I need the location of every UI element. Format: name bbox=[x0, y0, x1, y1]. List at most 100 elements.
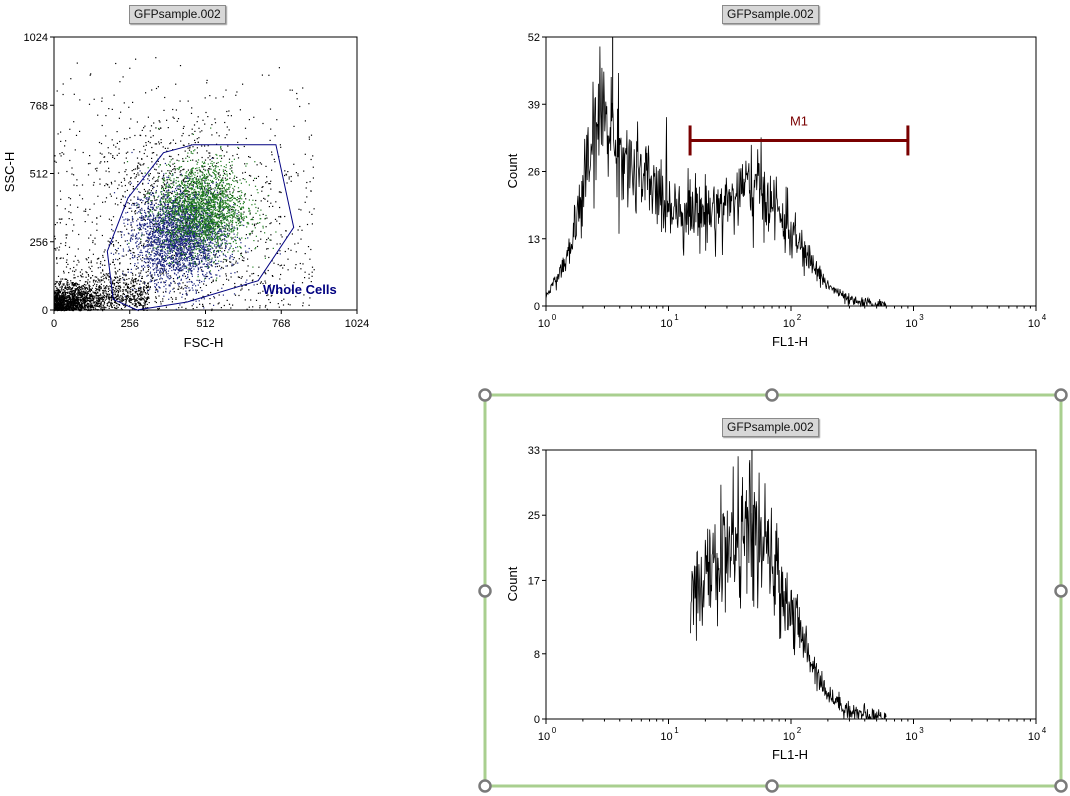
scatter-point bbox=[124, 299, 126, 301]
scatter-point bbox=[91, 308, 93, 311]
scatter-point bbox=[214, 165, 216, 167]
scatter-point bbox=[152, 206, 154, 208]
scatter-point bbox=[90, 299, 93, 301]
scatter-point bbox=[179, 186, 181, 188]
scatter-point bbox=[163, 202, 166, 204]
scatter-point bbox=[198, 235, 200, 237]
scatter-point bbox=[308, 292, 310, 294]
scatter-point bbox=[78, 306, 80, 308]
scatter-point bbox=[134, 298, 136, 301]
scatter-point bbox=[170, 202, 172, 204]
scatter-point bbox=[62, 93, 64, 96]
scatter-point bbox=[157, 262, 159, 264]
scatter-point bbox=[85, 276, 87, 278]
scatter-point bbox=[72, 296, 74, 298]
scatter-point bbox=[104, 299, 106, 301]
scatter-point bbox=[117, 279, 119, 282]
scatter-point bbox=[114, 249, 117, 251]
scatter-point bbox=[54, 301, 56, 303]
scatter-point bbox=[138, 162, 140, 164]
scatter-point bbox=[144, 283, 146, 285]
scatter-point bbox=[274, 218, 277, 220]
scatter-point bbox=[162, 255, 164, 257]
scatter-point bbox=[237, 157, 240, 159]
scatter-point bbox=[206, 195, 209, 197]
scatter-point bbox=[265, 226, 267, 228]
scatter-point bbox=[162, 261, 164, 264]
scatter-point bbox=[83, 287, 86, 289]
scatter-point bbox=[99, 305, 101, 308]
scatter-point bbox=[147, 203, 149, 205]
scatter-point bbox=[243, 260, 245, 262]
scatter-point bbox=[156, 279, 158, 281]
scatter-point bbox=[166, 150, 168, 152]
scatter-point bbox=[217, 251, 220, 253]
scatter-point bbox=[99, 303, 102, 305]
scatter-point bbox=[125, 305, 127, 307]
scatter-point bbox=[76, 179, 78, 181]
scatter-point bbox=[138, 272, 140, 274]
scatter-point bbox=[139, 299, 141, 301]
scatter-point bbox=[172, 216, 174, 218]
scatter-point bbox=[289, 289, 291, 291]
scatter-point bbox=[100, 288, 102, 290]
scatter-point bbox=[96, 284, 98, 286]
scatter-point bbox=[118, 152, 120, 154]
scatter-point bbox=[158, 230, 160, 233]
scatter-point bbox=[135, 204, 137, 207]
scatter-point bbox=[64, 295, 66, 297]
scatter-point bbox=[56, 290, 58, 292]
scatter-point bbox=[143, 289, 145, 292]
scatter-point bbox=[54, 302, 56, 304]
scatter-point bbox=[105, 298, 108, 300]
scatter-point bbox=[82, 292, 84, 294]
scatter-point bbox=[203, 248, 205, 250]
scatter-point bbox=[56, 307, 59, 309]
scatter-point bbox=[76, 306, 78, 308]
scatter-point bbox=[112, 279, 114, 281]
scatter-point bbox=[203, 199, 205, 201]
scatter-point bbox=[95, 285, 98, 287]
scatter-point bbox=[256, 164, 258, 166]
scatter-point bbox=[151, 192, 153, 194]
scatter-point bbox=[156, 185, 158, 187]
scatter-point bbox=[100, 283, 102, 285]
scatter-point bbox=[198, 242, 200, 244]
scatter-point bbox=[137, 259, 139, 261]
scatter-point bbox=[180, 229, 182, 231]
scatter-point bbox=[260, 230, 262, 233]
scatter-point bbox=[154, 279, 156, 281]
scatter-point bbox=[84, 221, 86, 223]
scatter-point bbox=[157, 224, 159, 226]
scatter-point bbox=[172, 163, 174, 165]
scatter-point bbox=[193, 268, 195, 270]
scatter-point bbox=[280, 146, 282, 148]
scatter-point bbox=[81, 269, 83, 271]
scatter-point bbox=[138, 243, 140, 246]
scatter-point bbox=[175, 142, 177, 144]
scatter-point bbox=[95, 297, 97, 299]
scatter-point bbox=[140, 216, 142, 218]
scatter-point bbox=[64, 301, 66, 303]
scatter-point bbox=[306, 223, 309, 226]
scatter-point bbox=[168, 239, 170, 241]
scatter-point bbox=[266, 181, 268, 183]
scatter-point bbox=[185, 290, 187, 292]
scatter-point bbox=[168, 235, 170, 237]
scatter-point bbox=[175, 188, 177, 190]
scatter-point bbox=[154, 168, 156, 170]
scatter-point bbox=[129, 305, 131, 307]
scatter-point bbox=[101, 153, 103, 155]
scatter-point bbox=[122, 282, 125, 284]
scatter-point bbox=[171, 202, 173, 204]
scatter-point bbox=[115, 302, 118, 304]
scatter-point bbox=[139, 274, 141, 276]
scatter-point bbox=[181, 206, 183, 208]
scatter-point bbox=[76, 264, 78, 266]
scatter-point bbox=[90, 304, 92, 307]
scatter-point bbox=[101, 100, 103, 102]
scatter-point bbox=[89, 290, 91, 292]
scatter-point bbox=[92, 281, 95, 283]
scatter-point bbox=[184, 235, 186, 237]
scatter-point bbox=[147, 200, 149, 202]
